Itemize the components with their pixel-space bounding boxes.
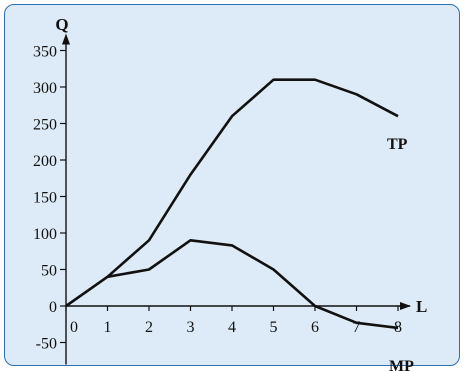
series-label-tp: TP [387,136,408,153]
y-tick-label: 250 [33,117,57,134]
y-tick-label: 300 [33,80,57,97]
x-tick-label: 7 [353,319,361,336]
x-tick-label: 6 [311,319,319,336]
x-tick-label: 2 [145,319,153,336]
x-axis-arrow [400,302,411,310]
series-line-tp [65,78,399,308]
y-tick-label: 100 [33,226,57,243]
y-tick-label: 0 [49,299,57,316]
y-axis-arrow [62,33,70,45]
y-tick-label: -50 [36,336,57,353]
y-tick-label: 350 [33,44,57,61]
series-label-mp: MP [389,358,414,372]
x-tick-label: 5 [270,319,278,336]
y-axis-label: Q [55,15,68,34]
y-tick-label: 200 [33,153,57,170]
x-tick-label: 1 [104,319,112,336]
x-tick-label: 4 [228,319,236,336]
x-tick-label: 0 [70,319,78,336]
x-axis-label: L [416,297,427,316]
y-tick-label: 150 [33,190,57,207]
x-tick-label: 3 [187,319,195,336]
y-tick-label: 50 [41,263,57,280]
series-line-mp [107,239,399,330]
